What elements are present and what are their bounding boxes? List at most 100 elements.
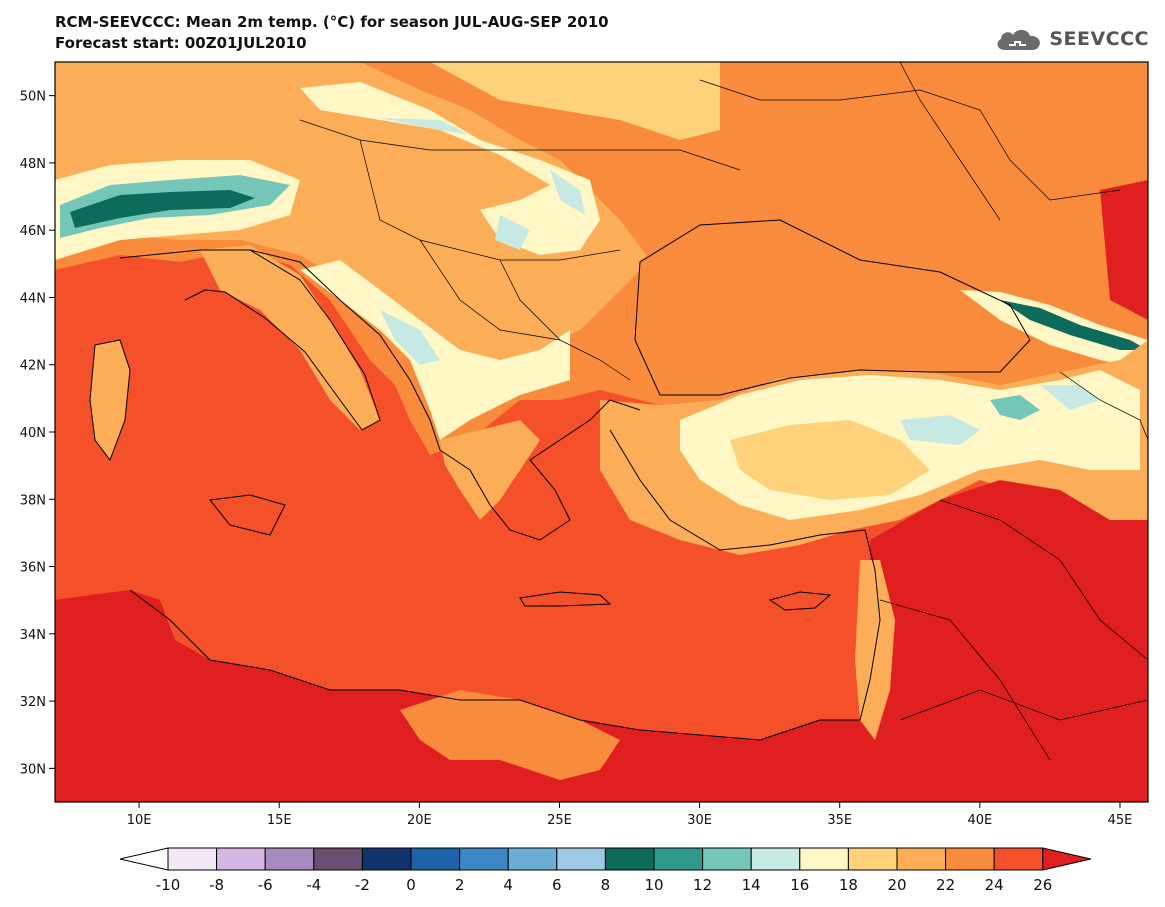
field-middle-east	[860, 480, 1148, 802]
colorbar-swatch	[604, 847, 655, 871]
forecast-start-label: Forecast start: 00Z01JUL2010	[55, 34, 307, 52]
field-dinarides-cold	[380, 310, 440, 365]
coast-levant	[859, 529, 881, 721]
lon-tick-label: 40E	[967, 813, 992, 828]
lat-tick-label: 30N	[20, 762, 46, 777]
field-alps-coldest	[70, 190, 255, 228]
field-central-europe	[55, 62, 650, 370]
colorbar-level-label: -6	[258, 876, 273, 894]
field-anatolia-cool	[900, 385, 1100, 445]
colorbar-level-label: -10	[156, 876, 181, 894]
coast-italy	[119, 249, 381, 431]
colorbar-swatch	[313, 847, 363, 871]
lon-tick-label: 20E	[407, 813, 432, 828]
island-sardinia	[89, 339, 131, 462]
colorbar-swatch	[750, 847, 801, 871]
lat-tick-label: 32N	[20, 695, 46, 710]
colorbar: -10 -8 -6 -4 -2 0 2 4 6 8 10 12 14 16 18 20 22 24 26	[119, 847, 1091, 894]
field-africa-coast	[400, 690, 620, 780]
colorbar-level-label: 2	[455, 876, 465, 894]
lon-tick-label: 35E	[827, 813, 852, 828]
colorbar-swatch	[993, 847, 1044, 871]
colorbar-swatch	[556, 847, 606, 871]
field-africa	[55, 590, 870, 802]
lat-tick-label: 42N	[20, 359, 46, 374]
colorbar-swatch	[167, 847, 218, 871]
lon-tick-label: 25E	[547, 813, 572, 828]
lat-tick-label: 34N	[20, 628, 46, 643]
colorbar-under-arrow	[119, 847, 169, 871]
colorbar-level-label: 24	[985, 876, 1004, 894]
lat-tick-label: 50N	[20, 90, 46, 105]
colorbar-level-label: 22	[936, 876, 955, 894]
border-3	[879, 371, 1148, 761]
logo-text: SEEVCCC	[1049, 28, 1149, 50]
lat-tick-label: 44N	[20, 291, 46, 306]
lon-tick-label: 10E	[127, 813, 152, 828]
field-dinarides	[300, 260, 570, 440]
field-black-sea	[635, 220, 1030, 395]
latitude-axis: 50N 48N 46N 44N 42N 40N 38N 36N 34N 32N 30N	[20, 90, 55, 777]
lon-tick-label: 15E	[267, 813, 292, 828]
colorbar-level-label: 8	[601, 876, 611, 894]
colorbar-level-label: -2	[355, 876, 370, 894]
colorbar-level-label: 14	[742, 876, 761, 894]
colorbar-level-label: -8	[209, 876, 224, 894]
lat-tick-label: 48N	[20, 157, 46, 172]
coast-black-sea	[634, 219, 1031, 396]
field-anatolia-inner	[730, 420, 930, 500]
field-caucasus	[960, 290, 1148, 370]
border-1	[299, 119, 741, 381]
colorbar-swatch	[216, 847, 266, 871]
island-cyprus	[768, 591, 832, 611]
colorbar-swatch	[361, 847, 412, 871]
lon-tick-label: 30E	[687, 813, 712, 828]
coast-africa	[129, 589, 860, 741]
coast-greece	[439, 399, 641, 541]
colorbar-swatch	[945, 847, 995, 871]
island-crete	[519, 591, 612, 607]
lat-tick-label: 46N	[20, 224, 46, 239]
colorbar-swatch	[410, 847, 461, 871]
colorbar-level-label: 0	[406, 876, 416, 894]
field-greece	[440, 420, 540, 520]
colorbar-swatch	[459, 847, 509, 871]
field-north-plain	[430, 62, 720, 140]
colorbar-swatch	[264, 847, 315, 871]
map-title: RCM-SEEVCCC: Mean 2m temp. (°C) for seas…	[55, 13, 609, 31]
coast-adriatic	[249, 249, 441, 451]
coastlines	[89, 62, 1148, 761]
border-2	[699, 62, 1121, 221]
colorbar-level-label: 12	[693, 876, 712, 894]
colorbar-swatch	[507, 847, 558, 871]
colorbar-swatch	[702, 847, 752, 871]
colorbar-level-label: 16	[790, 876, 809, 894]
colorbar-level-label: -4	[306, 876, 321, 894]
seevccc-logo: SEEVCCC	[993, 24, 1149, 54]
colorbar-level-label: 18	[839, 876, 858, 894]
lat-tick-label: 36N	[20, 561, 46, 576]
colorbar-over-arrow	[1042, 847, 1091, 871]
colorbar-swatch	[653, 847, 704, 871]
colorbar-level-label: 20	[887, 876, 906, 894]
field-caucasus-cold	[1000, 300, 1148, 350]
field-italy	[200, 245, 380, 430]
colorbar-level-label: 10	[644, 876, 663, 894]
coast-turkey-south	[609, 429, 866, 551]
colorbar-swatch	[847, 847, 898, 871]
colorbar-level-label: 26	[1033, 876, 1052, 894]
field-carpathians	[300, 82, 600, 255]
cloud-icon	[997, 29, 1041, 50]
lat-tick-label: 38N	[20, 493, 46, 508]
colorbar-swatch	[896, 847, 947, 871]
colorbar-swatch	[799, 847, 849, 871]
field-sardinia	[90, 340, 130, 460]
lon-tick-label: 45E	[1108, 813, 1133, 828]
field-east-edge	[1100, 180, 1148, 320]
lat-tick-label: 40N	[20, 426, 46, 441]
temperature-field	[55, 62, 1148, 802]
longitude-axis: 10E 15E 20E 25E 30E 35E 40E 45E	[127, 802, 1133, 828]
field-anatolia-cold	[990, 395, 1040, 420]
island-sicily	[209, 494, 286, 536]
